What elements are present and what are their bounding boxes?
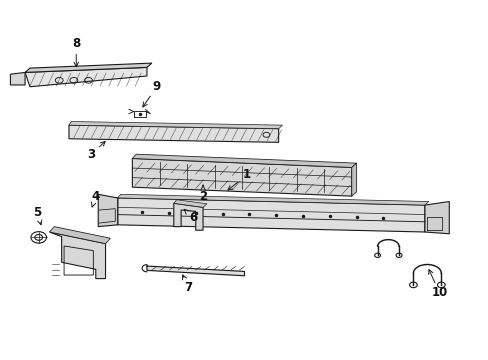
Polygon shape <box>25 63 152 72</box>
Text: 10: 10 <box>430 287 447 300</box>
Polygon shape <box>69 125 278 142</box>
Polygon shape <box>25 67 147 87</box>
Text: 5: 5 <box>33 206 41 219</box>
Text: 6: 6 <box>189 211 197 224</box>
Text: 9: 9 <box>152 80 161 93</box>
Polygon shape <box>118 194 428 205</box>
Text: 7: 7 <box>184 281 192 294</box>
Text: 8: 8 <box>72 37 80 50</box>
Polygon shape <box>173 200 206 207</box>
Text: 2: 2 <box>199 190 207 203</box>
Polygon shape <box>49 226 110 244</box>
Polygon shape <box>69 122 282 129</box>
Polygon shape <box>132 154 356 167</box>
Text: 3: 3 <box>87 148 95 161</box>
Polygon shape <box>118 198 424 232</box>
Polygon shape <box>424 202 448 234</box>
Text: 4: 4 <box>91 190 100 203</box>
Text: 1: 1 <box>243 168 250 181</box>
Polygon shape <box>132 158 351 196</box>
Polygon shape <box>49 232 105 279</box>
Polygon shape <box>173 203 203 230</box>
Polygon shape <box>351 163 356 196</box>
Polygon shape <box>147 266 244 276</box>
Polygon shape <box>98 194 118 226</box>
Polygon shape <box>10 72 25 85</box>
